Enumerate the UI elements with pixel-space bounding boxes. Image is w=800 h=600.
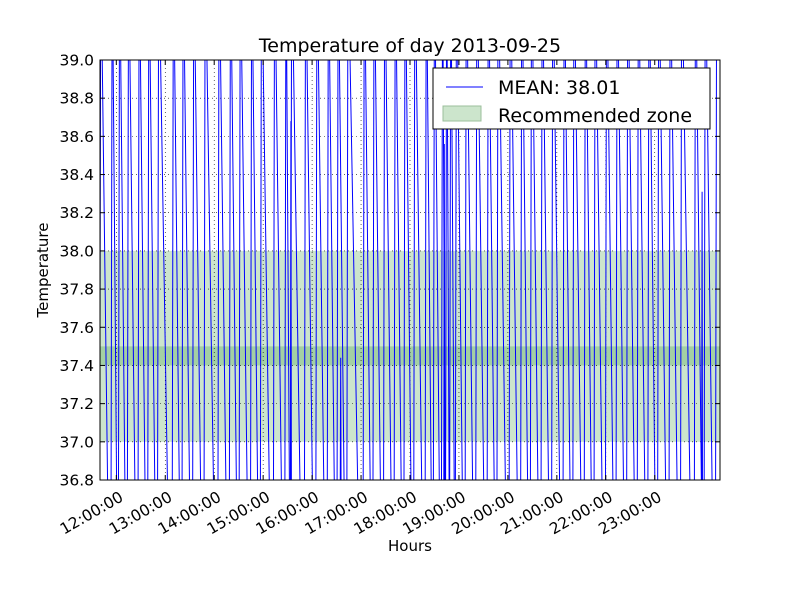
y-tick-label: 36.8 (59, 472, 94, 490)
y-tick-label: 38.2 (59, 204, 94, 222)
y-tick-label: 38.6 (59, 128, 94, 146)
y-tick-label: 38.0 (59, 242, 94, 260)
y-tick-label: 37.0 (59, 433, 94, 451)
y-tick-label: 39.0 (59, 52, 94, 70)
series-partial-peak (289, 121, 292, 480)
y-tick-label: 37.6 (59, 319, 94, 337)
series-partial-peak (443, 143, 446, 480)
legend-entry-recommended-zone: Recommended zone (498, 105, 692, 127)
y-tick-label: 37.2 (59, 395, 94, 413)
series-partial-peak (701, 191, 703, 480)
legend-patch-swatch (442, 105, 482, 122)
y-tick-label: 38.4 (59, 166, 94, 184)
y-tick-label: 37.4 (59, 357, 94, 375)
y-tick-labels: 36.8 37.0 37.2 37.4 37.6 37.8 38.0 38.2 38.4 38.6… (59, 52, 94, 490)
y-tick-label: 37.8 (59, 281, 94, 299)
series-partial-peak (339, 357, 342, 480)
legend: MEAN: 38.01 Recommended zone (432, 67, 711, 130)
x-axis-label: Hours (388, 537, 432, 555)
legend-entry-mean: MEAN: 38.01 (498, 77, 620, 99)
y-axis-label: Temperature (34, 222, 52, 318)
axis-ticks (100, 59, 720, 481)
chart-title: Temperature of day 2013-09-25 (258, 35, 561, 57)
series-line-mean (100, 60, 717, 480)
y-tick-label: 38.8 (59, 90, 94, 108)
